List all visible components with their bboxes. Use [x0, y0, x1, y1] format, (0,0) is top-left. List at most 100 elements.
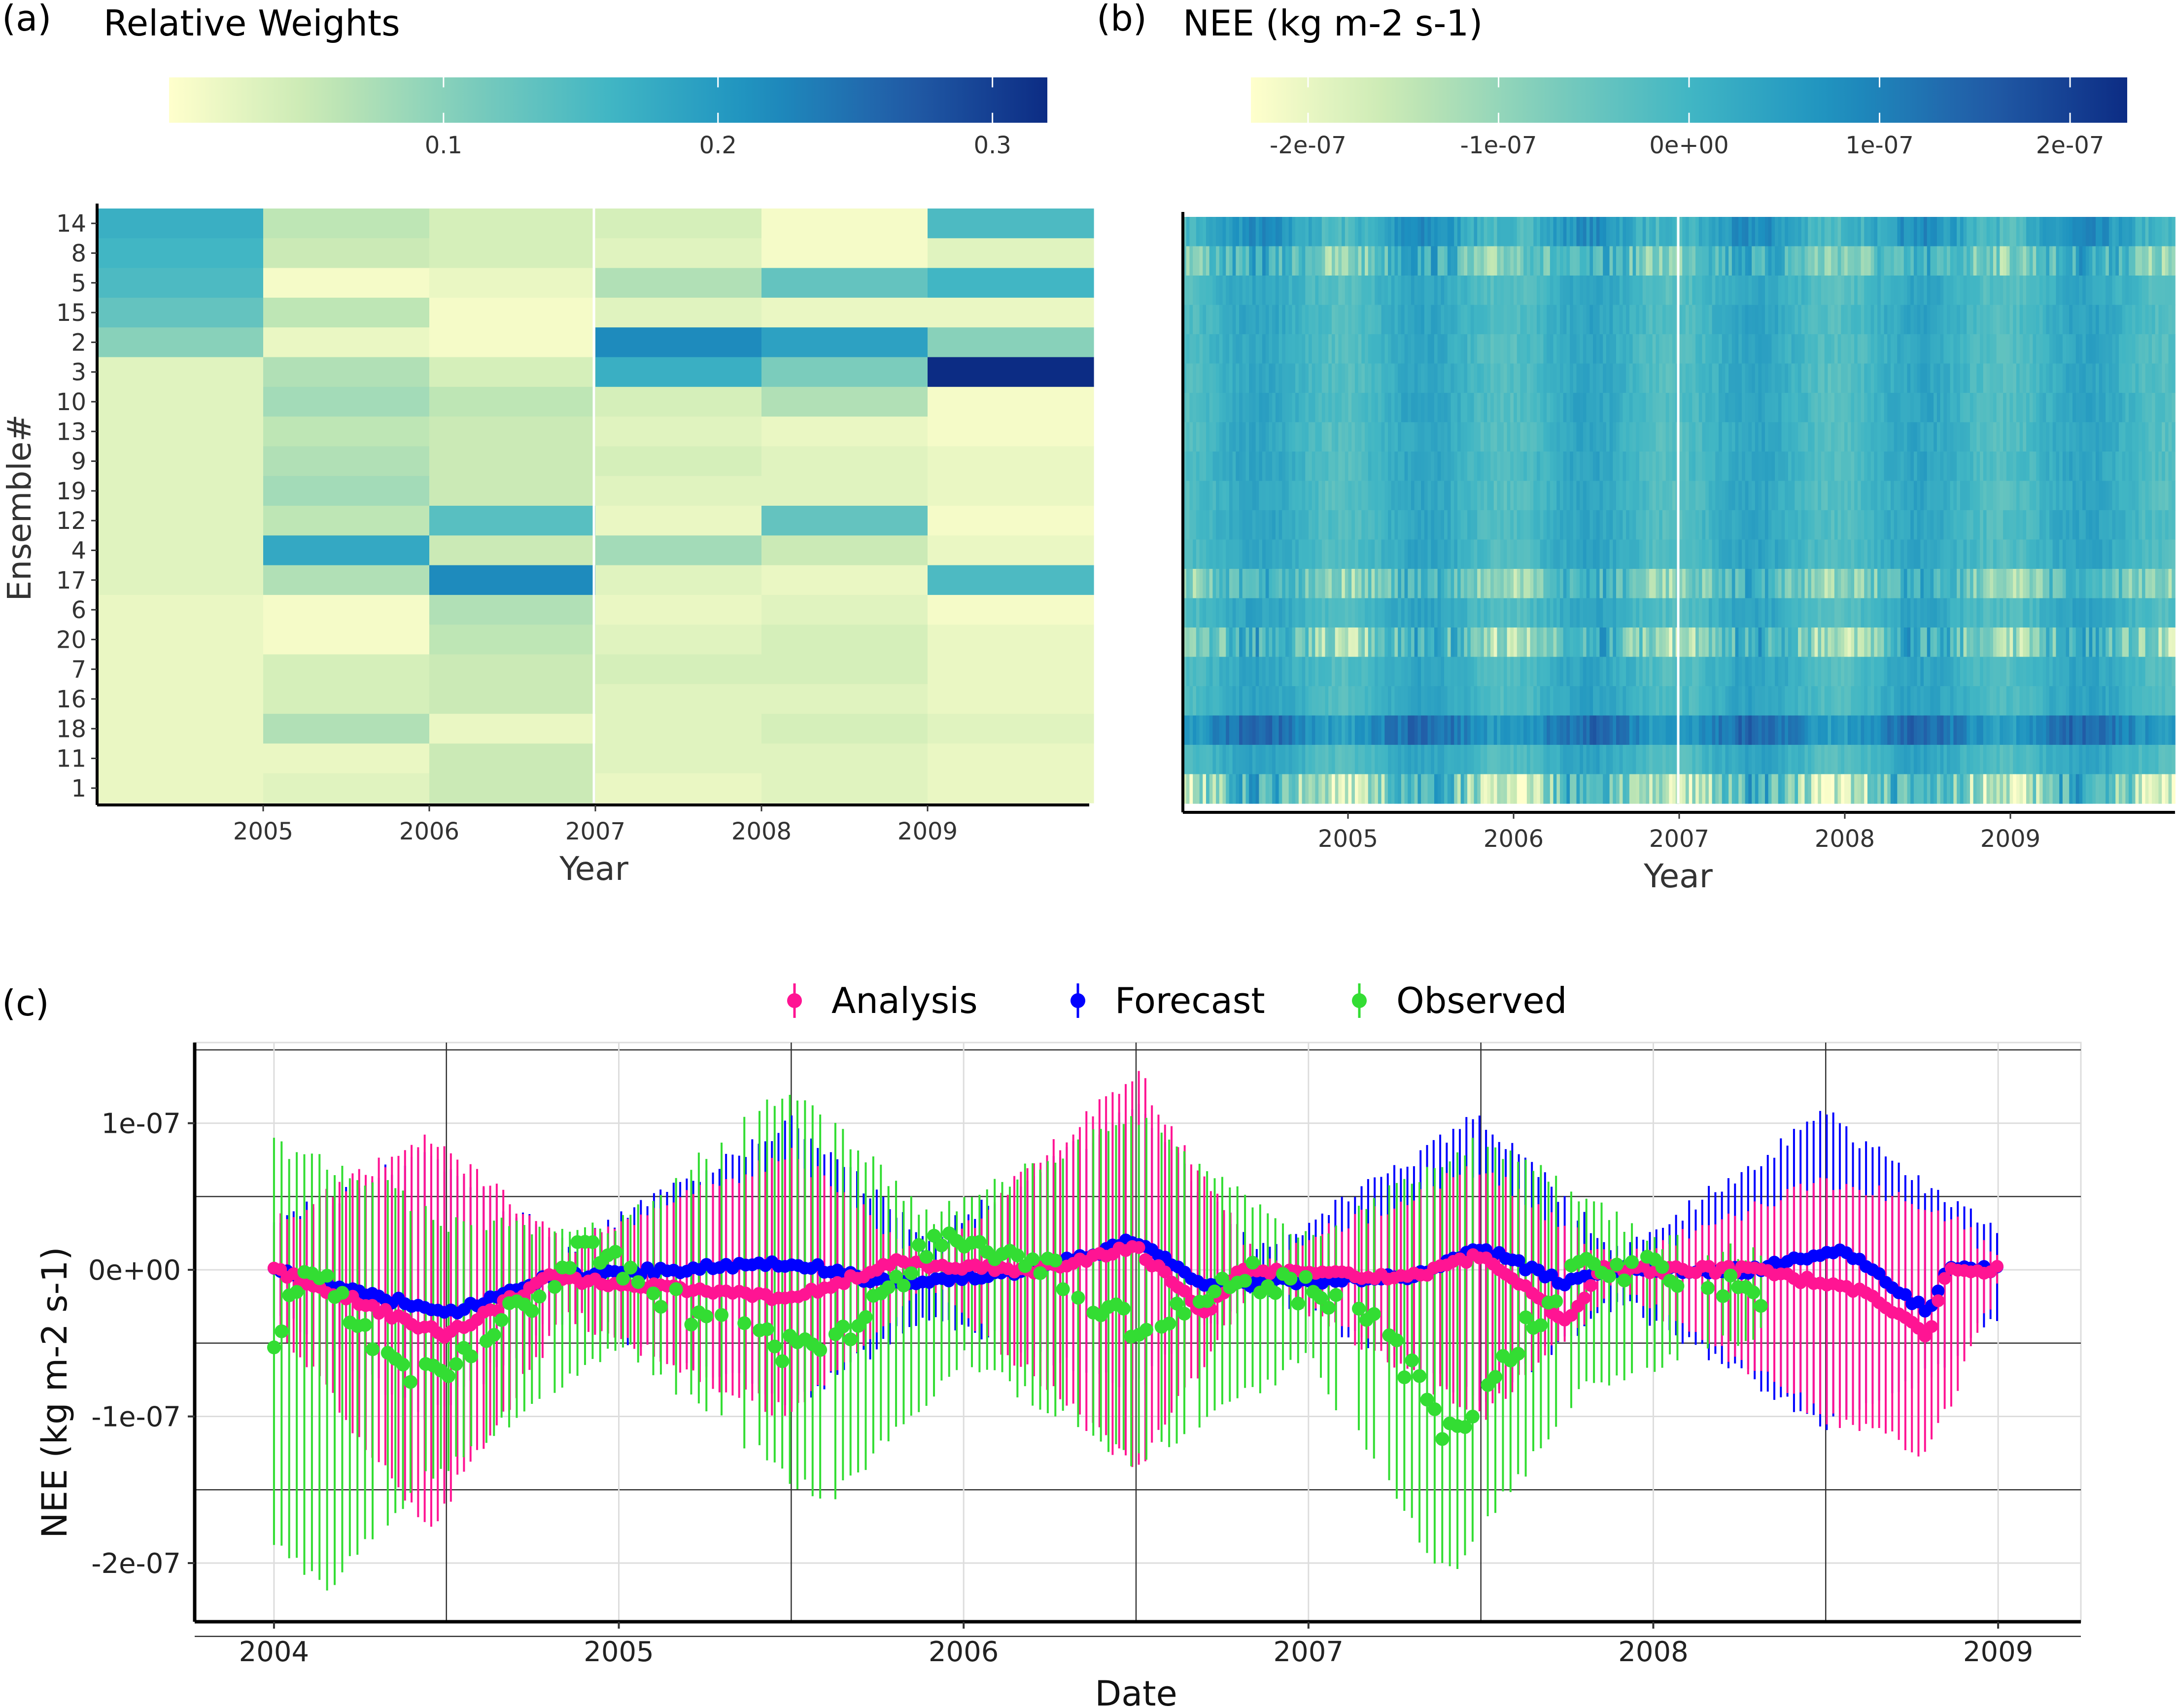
heatmap-cell	[1646, 510, 1650, 540]
heatmap-cell	[1398, 334, 1402, 364]
heatmap-cell	[1741, 657, 1746, 687]
heatmap-cell	[1209, 246, 1213, 276]
heatmap-cell	[1983, 481, 1987, 511]
heatmap-cell	[1252, 481, 1256, 511]
heatmap-cell	[1375, 393, 1379, 423]
heatmap-cell	[97, 476, 264, 506]
heatmap-cell	[1212, 246, 1216, 276]
heatmap-cell	[1936, 569, 1941, 599]
heatmap-cell	[1530, 481, 1534, 511]
heatmap-cell	[1930, 305, 1934, 335]
heatmap-cell	[1752, 422, 1756, 452]
heatmap-cell	[1563, 246, 1567, 276]
heatmap-cell	[1877, 627, 1881, 658]
heatmap-cell	[1924, 569, 1928, 599]
heatmap-cell	[928, 476, 1094, 506]
heatmap-cell	[2115, 598, 2119, 628]
heatmap-cell	[1775, 481, 1779, 511]
heatmap-cell	[1361, 657, 1365, 687]
heatmap-cell	[2075, 598, 2080, 628]
heatmap-cell	[2122, 598, 2126, 628]
heatmap-cell	[1940, 217, 1944, 247]
heatmap-cell	[1381, 452, 1385, 482]
heatmap-cell	[1325, 305, 1329, 335]
heatmap-cell	[1325, 481, 1329, 511]
heatmap-cell	[1890, 305, 1895, 335]
heatmap-cell	[2049, 510, 2053, 540]
heatmap-cell	[1821, 363, 1825, 393]
heatmap-cell	[1308, 305, 1313, 335]
heatmap-cell	[1226, 452, 1230, 482]
heatmap-cell	[1672, 217, 1676, 247]
heatmap-cell	[1722, 452, 1726, 482]
heatmap-cell	[1236, 334, 1240, 364]
heatmap-cell	[1735, 452, 1739, 482]
heatmap-cell	[1811, 334, 1815, 364]
heatmap-cell	[1517, 481, 1521, 511]
heatmap-cell	[1943, 657, 1947, 687]
heatmap-cell	[1454, 246, 1458, 276]
heatmap-cell	[1636, 334, 1640, 364]
heatmap-cell	[1358, 452, 1362, 482]
heatmap-cell	[1626, 657, 1630, 687]
heatmap-cell	[1785, 217, 1789, 247]
heatmap-cell	[1986, 276, 1991, 306]
heatmap-cell	[1417, 422, 1421, 452]
heatmap-cell	[1632, 657, 1637, 687]
panel-b-colorbar	[1251, 77, 2127, 123]
heatmap-cell	[1616, 452, 1620, 482]
heatmap-cell	[2122, 334, 2126, 364]
heatmap-cell	[2145, 510, 2149, 540]
heatmap-cell	[1368, 627, 1372, 658]
heatmap-cell	[1920, 627, 1924, 658]
heatmap-cell	[1957, 598, 1961, 628]
heatmap-cell	[1480, 363, 1485, 393]
heatmap-cell	[1917, 217, 1921, 247]
heatmap-cell	[1570, 363, 1574, 393]
heatmap-cell	[2023, 569, 2027, 599]
heatmap-cell	[1880, 539, 1885, 569]
heatmap-cell	[1967, 510, 1970, 540]
heatmap-cell	[2129, 627, 2133, 658]
heatmap-cell	[1705, 363, 1709, 393]
heatmap-cell	[1917, 627, 1921, 658]
heatmap-cell	[1348, 393, 1352, 423]
heatmap-cell	[1398, 481, 1402, 511]
heatmap-cell	[928, 654, 1094, 685]
heatmap-cell	[1990, 393, 1994, 423]
heatmap-cell	[1656, 363, 1660, 393]
heatmap-cell	[1464, 539, 1468, 569]
heatmap-cell	[1824, 657, 1829, 687]
heatmap-cell	[1358, 598, 1362, 628]
heatmap-cell	[1874, 305, 1878, 335]
heatmap-cell	[1434, 452, 1438, 482]
heatmap-cell	[1824, 510, 1829, 540]
heatmap-cell	[1980, 452, 1984, 482]
heatmap-cell	[1897, 539, 1901, 569]
heatmap-cell	[1967, 627, 1970, 658]
heatmap-cell	[1361, 627, 1365, 658]
heatmap-cell	[1947, 305, 1951, 335]
heatmap-cell	[1583, 569, 1587, 599]
heatmap-cell	[1583, 510, 1587, 540]
heatmap-cell	[2066, 627, 2070, 658]
heatmap-cell	[1378, 363, 1382, 393]
heatmap-cell	[1745, 598, 1749, 628]
heatmap-cell	[1669, 334, 1673, 364]
heatmap-cell	[2062, 598, 2067, 628]
heatmap-cell	[1282, 657, 1286, 687]
heatmap-cell	[1444, 510, 1448, 540]
heatmap-cell	[1616, 363, 1620, 393]
heatmap-cell	[1490, 422, 1494, 452]
heatmap-cell	[2059, 305, 2063, 335]
heatmap-cell	[1444, 598, 1448, 628]
heatmap-cell	[2125, 539, 2129, 569]
heatmap-cell	[2095, 569, 2100, 599]
heatmap-cell	[1404, 334, 1409, 364]
heatmap-cell	[1781, 334, 1786, 364]
heatmap-cell	[2141, 334, 2146, 364]
heatmap-cell	[1384, 393, 1388, 423]
heatmap-cell	[1414, 539, 1418, 569]
heatmap-cell	[2158, 363, 2162, 393]
heatmap-cell	[1837, 569, 1842, 599]
